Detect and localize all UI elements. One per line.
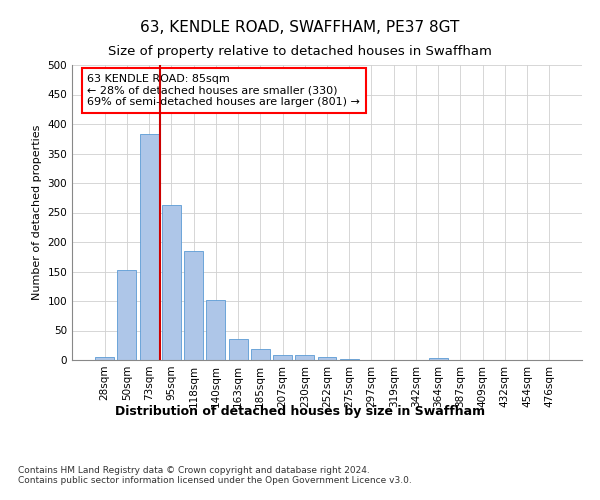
Bar bbox=[429, 358, 448, 360]
Bar bbox=[317, 357, 337, 360]
Bar bbox=[229, 340, 248, 360]
Text: 63, KENDLE ROAD, SWAFFHAM, PE37 8GT: 63, KENDLE ROAD, SWAFFHAM, PE37 8GT bbox=[140, 20, 460, 35]
Bar bbox=[251, 349, 270, 360]
Bar bbox=[273, 354, 292, 360]
Bar bbox=[162, 205, 181, 360]
Text: Distribution of detached houses by size in Swaffham: Distribution of detached houses by size … bbox=[115, 405, 485, 418]
Bar bbox=[95, 357, 114, 360]
Bar bbox=[295, 356, 314, 360]
Bar bbox=[118, 270, 136, 360]
Bar bbox=[184, 252, 203, 360]
Text: Size of property relative to detached houses in Swaffham: Size of property relative to detached ho… bbox=[108, 45, 492, 58]
Text: Contains HM Land Registry data © Crown copyright and database right 2024.
Contai: Contains HM Land Registry data © Crown c… bbox=[18, 466, 412, 485]
Bar bbox=[206, 300, 225, 360]
Y-axis label: Number of detached properties: Number of detached properties bbox=[32, 125, 42, 300]
Text: 63 KENDLE ROAD: 85sqm
← 28% of detached houses are smaller (330)
69% of semi-det: 63 KENDLE ROAD: 85sqm ← 28% of detached … bbox=[88, 74, 360, 107]
Bar bbox=[340, 359, 359, 360]
Bar bbox=[140, 134, 158, 360]
